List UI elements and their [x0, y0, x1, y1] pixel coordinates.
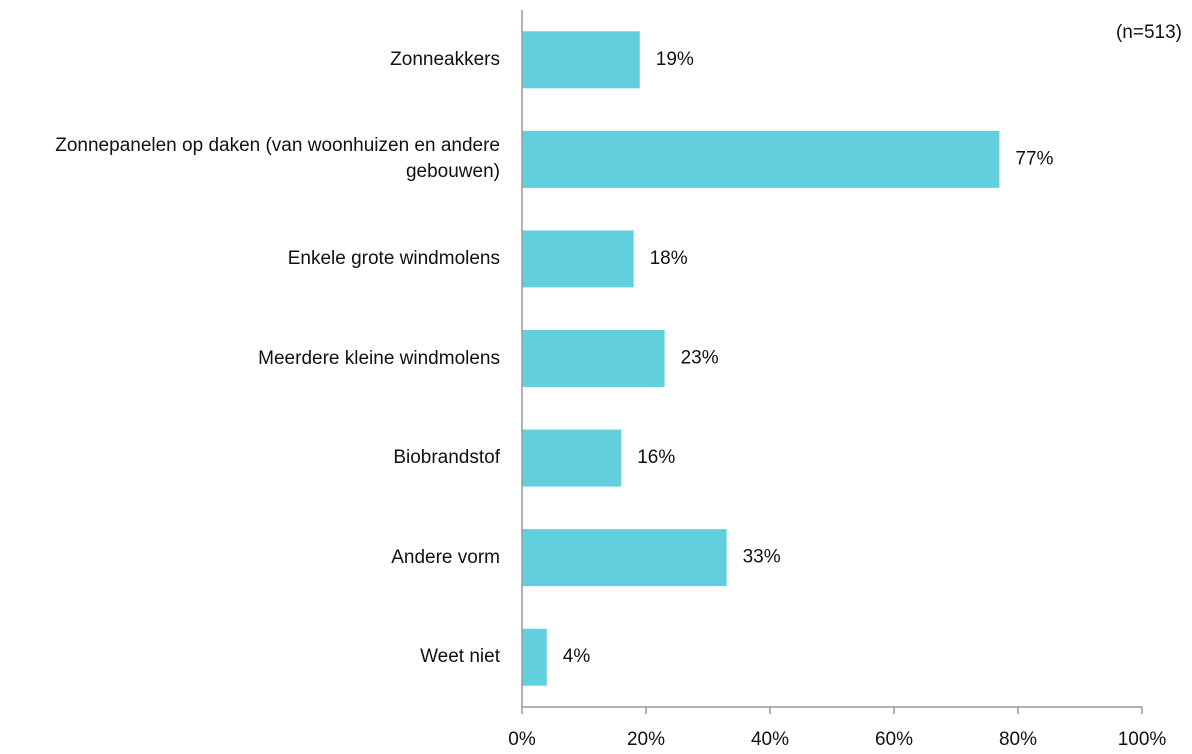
x-tick-label: 60% [875, 729, 913, 750]
value-label: 23% [681, 348, 719, 369]
x-tick-label: 40% [751, 729, 789, 750]
category-label: Andere vorm [391, 546, 500, 568]
value-label: 19% [656, 49, 694, 70]
bar [522, 429, 622, 487]
x-tick-label: 20% [627, 729, 665, 750]
bar [522, 628, 547, 686]
category-label: Biobrandstof [393, 447, 500, 469]
value-label: 77% [1015, 148, 1053, 169]
category-label: Zonnepanelen op daken (van woonhuizen en… [55, 135, 500, 183]
value-label: 4% [563, 646, 591, 667]
x-tick-label: 0% [508, 729, 536, 750]
bar [522, 230, 634, 288]
value-label: 16% [637, 447, 675, 468]
value-label: 18% [650, 248, 688, 269]
bar [522, 529, 727, 587]
bar [522, 31, 640, 89]
category-label: Meerdere kleine windmolens [258, 347, 500, 369]
bar [522, 330, 665, 387]
x-tick-label: 80% [999, 729, 1037, 750]
annotation: (n=513) [1116, 22, 1182, 43]
category-label: Zonneakkers [390, 48, 500, 70]
value-label: 33% [743, 547, 781, 568]
x-tick-label: 100% [1118, 729, 1167, 750]
category-label: Weet niet [420, 646, 500, 668]
bar [522, 130, 1000, 188]
category-label: Enkele grote windmolens [287, 247, 500, 269]
